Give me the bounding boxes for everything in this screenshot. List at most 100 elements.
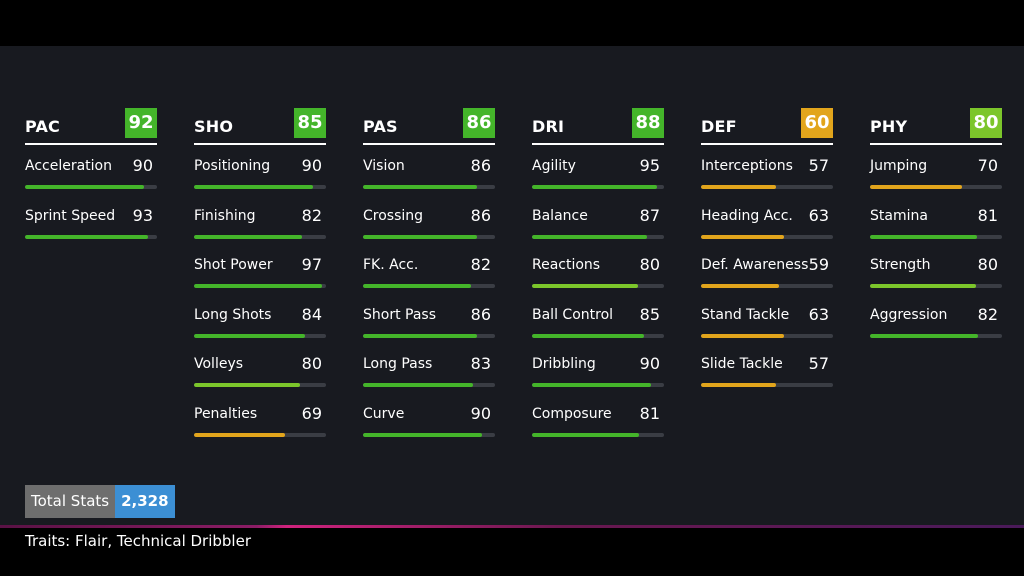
stat-bar <box>194 185 326 189</box>
stat-bar-fill <box>701 383 777 388</box>
stat-value: 81 <box>639 403 660 423</box>
stat-row: Finishing 82 <box>194 195 326 245</box>
stat-row: Positioning 90 <box>194 145 326 195</box>
stat-column-header: SHO 85 <box>194 108 326 140</box>
stat-bar-fill <box>363 284 472 289</box>
stat-bar <box>701 185 833 189</box>
stat-name: Volleys <box>194 356 244 373</box>
stat-row: Crossing 86 <box>363 195 495 245</box>
stat-row: Vision 86 <box>363 145 495 195</box>
stat-bar-fill <box>701 234 785 239</box>
stat-bar-fill <box>25 234 148 239</box>
stat-value: 95 <box>639 156 660 175</box>
stat-name: Stand Tackle <box>701 306 790 323</box>
header-divider <box>25 143 157 145</box>
stat-value: 80 <box>977 255 998 275</box>
stat-value: 86 <box>470 205 491 225</box>
stat-value: 90 <box>470 403 491 423</box>
stat-name: Def. Awareness <box>701 257 809 274</box>
header-divider <box>701 143 833 145</box>
stat-bar <box>363 333 495 338</box>
category-name: DRI <box>532 117 565 136</box>
stat-value: 82 <box>301 205 322 225</box>
stat-bar-fill <box>194 333 305 338</box>
stat-name: Sprint Speed <box>25 207 116 224</box>
stat-name: Long Shots <box>194 306 272 323</box>
stat-bar <box>701 383 833 388</box>
stat-bar <box>532 185 664 189</box>
stat-bar-fill <box>532 234 647 239</box>
category-rating-badge: 86 <box>463 108 495 138</box>
stat-row: Long Shots 84 <box>194 294 326 344</box>
stat-value: 86 <box>470 304 491 324</box>
stat-column-header: DEF 60 <box>701 108 833 140</box>
stat-column-sho: SHO 85 Positioning 90 Finishing 82 Shot Power 9… <box>194 108 326 443</box>
stat-value: 83 <box>470 354 491 374</box>
stat-row: Jumping 70 <box>870 145 1002 195</box>
stat-row: Acceleration 90 <box>25 145 157 195</box>
stat-bar-fill <box>363 333 477 338</box>
stat-row: Balance 87 <box>532 195 664 245</box>
stat-row: Heading Acc. 63 <box>701 195 833 245</box>
accent-divider <box>0 525 1024 528</box>
stat-name: Balance <box>532 207 588 224</box>
stat-name: Slide Tackle <box>701 356 783 373</box>
total-stats-value: 2,328 <box>115 485 175 518</box>
stat-bar-fill <box>363 234 477 239</box>
category-name: SHO <box>194 117 234 136</box>
category-rating-badge: 88 <box>632 108 664 138</box>
stat-bar <box>870 234 1002 239</box>
stat-value: 57 <box>808 354 829 374</box>
stat-row: Ball Control 85 <box>532 294 664 344</box>
stat-row: Interceptions 57 <box>701 145 833 195</box>
stat-bar-fill <box>870 333 979 338</box>
stat-value: 87 <box>639 205 660 225</box>
stat-row: Sprint Speed 93 <box>25 195 157 245</box>
stat-name: Dribbling <box>532 356 596 373</box>
stat-bar-fill <box>194 185 313 189</box>
header-divider <box>532 143 664 145</box>
stat-column-pas: PAS 86 Vision 86 Crossing 86 FK. Acc. 82 Short P… <box>363 108 495 443</box>
stat-name: Stamina <box>870 207 928 224</box>
header-divider <box>363 143 495 145</box>
stat-value: 90 <box>639 354 660 374</box>
stat-bar-fill <box>194 383 300 388</box>
stat-row: Long Pass 83 <box>363 343 495 393</box>
stat-bar-fill <box>870 234 977 239</box>
stat-bar <box>25 234 157 239</box>
stat-value: 86 <box>470 156 491 175</box>
category-rating-badge: 60 <box>801 108 833 138</box>
stat-bar-fill <box>701 333 785 338</box>
stat-bar <box>532 383 664 388</box>
stat-bar <box>701 234 833 239</box>
stat-bar <box>701 333 833 338</box>
header-divider <box>194 143 326 145</box>
total-stats-badge: Total Stats 2,328 <box>25 485 175 518</box>
stat-value: 82 <box>470 255 491 275</box>
category-name: PHY <box>870 117 908 136</box>
total-stats-label: Total Stats <box>25 485 116 518</box>
stat-name: Crossing <box>363 207 424 224</box>
stat-column-header: DRI 88 <box>532 108 664 140</box>
stat-name: Aggression <box>870 306 948 323</box>
stat-row: FK. Acc. 82 <box>363 244 495 294</box>
stat-bar <box>363 185 495 189</box>
category-name: PAC <box>25 117 60 136</box>
stat-bar <box>194 432 326 437</box>
stat-bar-fill <box>363 432 482 437</box>
stat-column-header: PAS 86 <box>363 108 495 140</box>
stat-bar <box>870 185 1002 189</box>
stat-name: Vision <box>363 158 405 174</box>
stat-bar <box>363 383 495 388</box>
stat-bar <box>870 284 1002 289</box>
traits-text: Traits: Flair, Technical Dribbler <box>25 532 251 550</box>
category-name: DEF <box>701 117 737 136</box>
stat-name: FK. Acc. <box>363 257 419 274</box>
stat-value: 93 <box>132 205 153 225</box>
stat-bar <box>25 185 157 189</box>
stat-bar <box>194 284 326 289</box>
stat-bar-fill <box>532 432 639 437</box>
stat-row: Curve 90 <box>363 393 495 443</box>
stat-bar <box>194 234 326 239</box>
stat-column-phy: PHY 80 Jumping 70 Stamina 81 Strength 80 Aggress… <box>870 108 1002 343</box>
